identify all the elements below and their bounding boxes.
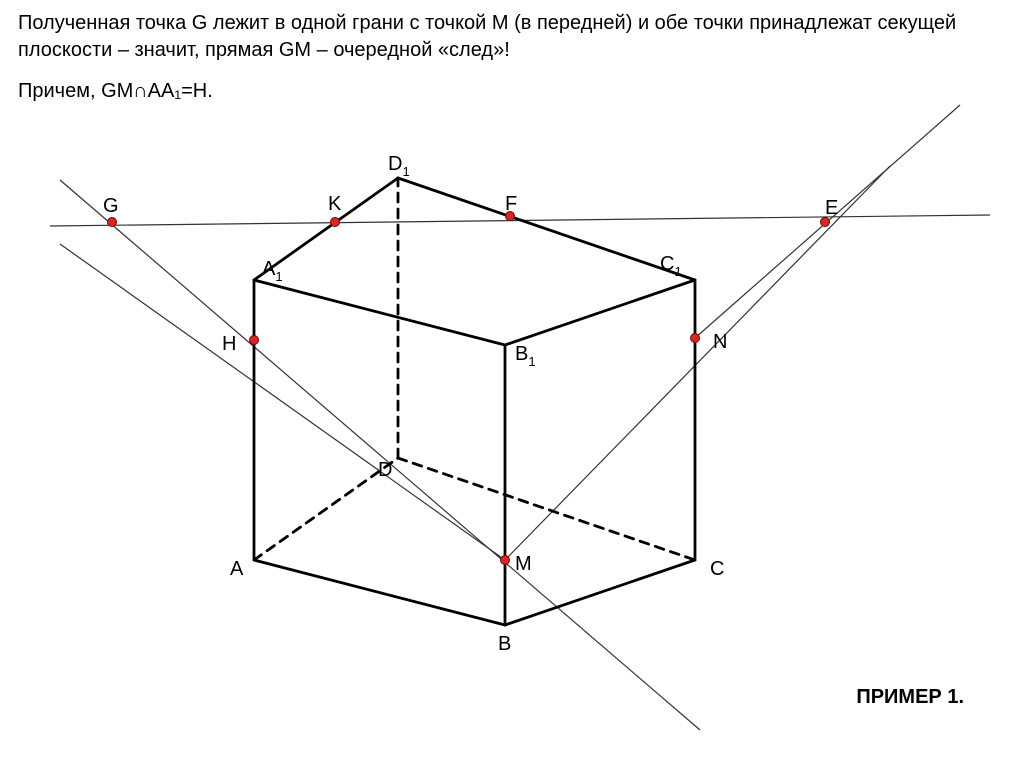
svg-text:C1: C1 xyxy=(660,253,682,279)
svg-text:E: E xyxy=(825,197,838,219)
svg-text:B1: B1 xyxy=(515,343,536,369)
svg-text:K: K xyxy=(328,193,342,215)
svg-text:B: B xyxy=(498,633,511,655)
svg-text:G: G xyxy=(103,195,119,217)
geometry-diagram: ABCDA1B1C1D1KFNMHGE xyxy=(0,0,1024,767)
svg-text:N: N xyxy=(713,331,727,353)
svg-text:D1: D1 xyxy=(388,153,410,179)
svg-text:M: M xyxy=(515,553,532,575)
svg-text:H: H xyxy=(222,333,236,355)
svg-text:A: A xyxy=(230,558,244,580)
svg-text:F: F xyxy=(505,193,517,215)
svg-text:C: C xyxy=(710,558,724,580)
svg-text:D: D xyxy=(378,459,392,481)
